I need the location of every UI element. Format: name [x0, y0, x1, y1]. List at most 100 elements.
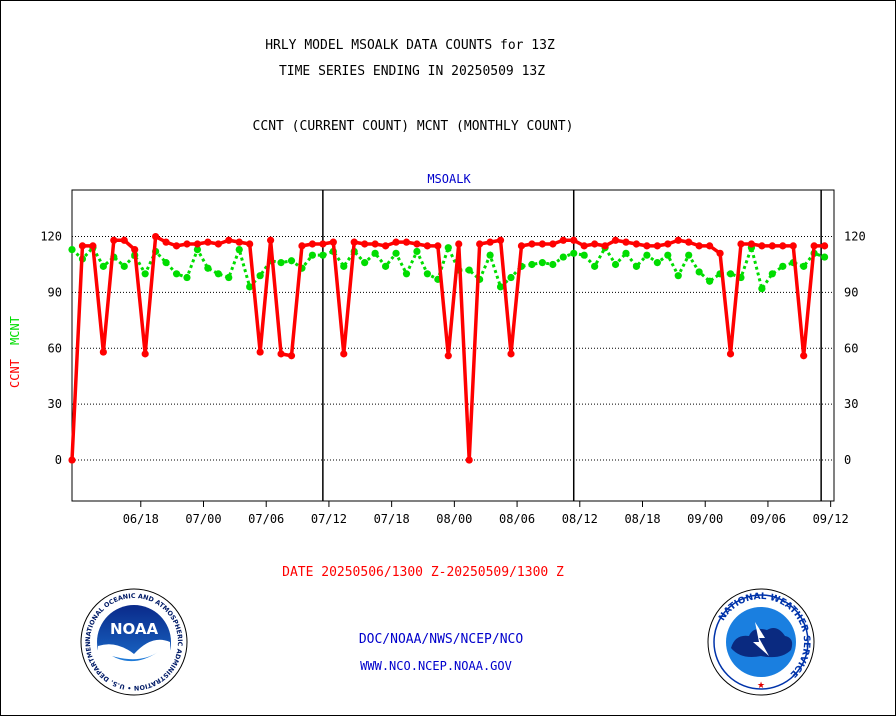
data-point-ccnt — [779, 242, 787, 250]
data-point-mcnt — [392, 249, 400, 257]
data-point-mcnt — [486, 251, 494, 259]
y-tick-label-left: 120 — [40, 230, 62, 244]
data-point-ccnt — [695, 242, 703, 250]
data-point-mcnt — [214, 270, 222, 278]
data-point-mcnt — [371, 249, 379, 257]
data-point-mcnt — [319, 251, 327, 259]
data-point-ccnt — [434, 242, 442, 250]
data-point-mcnt — [695, 268, 703, 276]
data-point-mcnt — [611, 260, 620, 269]
data-point-ccnt — [800, 352, 808, 360]
data-point-mcnt — [643, 251, 651, 259]
data-point-ccnt — [99, 348, 107, 356]
chart-title: HRLY MODEL MSOALK DATA COUNTS for 13Z — [265, 38, 555, 53]
data-point-mcnt — [162, 259, 170, 267]
y-tick-label-left: 30 — [48, 397, 62, 411]
data-point-mcnt — [726, 270, 735, 278]
data-point-ccnt — [601, 242, 609, 250]
data-point-ccnt — [570, 236, 578, 244]
chart-subtitle: CCNT (CURRENT COUNT) MCNT (MONTHLY COUNT… — [252, 119, 574, 134]
data-point-ccnt — [517, 242, 526, 250]
data-point-ccnt — [632, 240, 641, 248]
data-point-ccnt — [308, 240, 317, 248]
data-point-mcnt — [141, 270, 149, 278]
data-point-mcnt — [674, 272, 682, 280]
data-point-mcnt — [193, 245, 202, 254]
data-point-ccnt — [152, 232, 160, 241]
data-point-ccnt — [810, 242, 818, 250]
data-point-mcnt — [444, 244, 452, 252]
data-point-mcnt — [172, 270, 181, 278]
data-point-ccnt — [768, 242, 776, 250]
data-point-ccnt — [267, 236, 275, 244]
data-point-ccnt — [538, 240, 546, 248]
data-point-mcnt — [622, 249, 630, 257]
data-point-ccnt — [674, 236, 682, 244]
data-point-ccnt — [820, 242, 829, 250]
data-point-mcnt — [570, 249, 578, 257]
data-point-mcnt — [402, 270, 411, 278]
data-point-mcnt — [423, 270, 431, 278]
data-point-ccnt — [653, 242, 661, 250]
data-point-ccnt — [193, 240, 202, 248]
data-point-mcnt — [632, 262, 641, 270]
plot-border — [71, 189, 835, 502]
data-point-ccnt — [402, 238, 411, 246]
data-point-ccnt — [423, 242, 431, 250]
data-point-ccnt — [507, 350, 515, 358]
data-point-mcnt — [340, 262, 348, 270]
data-point-ccnt — [591, 240, 599, 248]
data-point-ccnt — [120, 236, 128, 244]
data-point-ccnt — [559, 236, 567, 244]
data-point-ccnt — [476, 240, 484, 248]
data-point-ccnt — [183, 240, 191, 248]
data-point-mcnt — [559, 253, 567, 261]
x-tick-label: 08/00 — [436, 512, 472, 526]
x-tick-label: 08/12 — [562, 512, 598, 526]
data-point-ccnt — [131, 245, 139, 254]
data-point-mcnt — [496, 283, 505, 291]
data-point-ccnt — [580, 242, 588, 250]
noaa-logo: NATIONAL OCEANIC AND ATMOSPHERIC ADMINIS… — [80, 588, 188, 696]
data-point-ccnt — [392, 238, 400, 246]
chart-title-line-2: TIME SERIES ENDING IN 20250509 13Z — [278, 64, 546, 79]
data-point-ccnt — [361, 240, 369, 248]
data-point-ccnt — [455, 240, 463, 248]
y-tick-label-right: 30 — [844, 397, 858, 411]
data-point-mcnt — [225, 273, 233, 282]
data-point-ccnt — [172, 242, 181, 250]
x-tick-label: 07/00 — [185, 512, 221, 526]
data-point-mcnt — [653, 259, 661, 267]
data-point-mcnt — [99, 262, 107, 270]
data-point-mcnt — [183, 273, 191, 282]
nws-star-icon: ★ — [757, 681, 765, 691]
y-tick-label-left: 60 — [48, 341, 62, 355]
data-point-mcnt — [204, 264, 212, 272]
x-tick-label: 07/06 — [248, 512, 284, 526]
data-point-ccnt — [444, 352, 452, 360]
x-tick-label: 09/12 — [813, 512, 849, 526]
data-point-mcnt — [381, 262, 390, 270]
data-point-mcnt — [664, 251, 672, 259]
data-point-mcnt — [580, 251, 588, 259]
data-point-ccnt — [643, 242, 651, 250]
data-point-mcnt — [68, 245, 76, 254]
data-point-ccnt — [68, 456, 76, 464]
data-point-ccnt — [329, 238, 337, 246]
data-point-mcnt — [779, 262, 787, 270]
data-point-ccnt — [716, 249, 724, 257]
data-point-ccnt — [528, 240, 536, 248]
x-tick-label: 07/18 — [374, 512, 410, 526]
nws-logo: NATIONAL WEATHER SERVICE ★ — [707, 588, 815, 696]
y-tick-label-right: 120 — [844, 230, 866, 244]
data-point-ccnt — [277, 350, 285, 358]
data-point-mcnt — [235, 245, 243, 254]
x-tick-label: 06/18 — [123, 512, 159, 526]
data-point-ccnt — [611, 236, 620, 244]
station-label: MSOALK — [427, 172, 471, 186]
y-tick-label-right: 60 — [844, 341, 858, 355]
data-point-ccnt — [622, 238, 630, 246]
data-point-ccnt — [319, 240, 327, 248]
y-tick-label-left: 0 — [55, 453, 62, 467]
noaa-logo-text: NOAA — [110, 620, 159, 638]
